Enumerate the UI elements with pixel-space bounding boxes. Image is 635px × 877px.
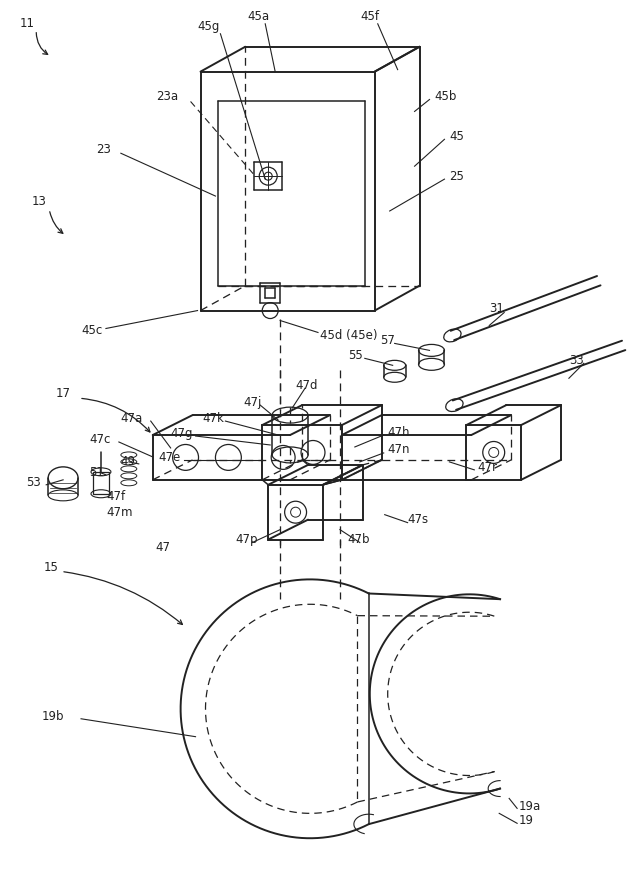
Text: 47r: 47r [478, 461, 497, 474]
Text: 23a: 23a [156, 90, 178, 103]
Text: 45a: 45a [247, 11, 269, 24]
Text: 19: 19 [519, 814, 534, 827]
Text: 19b: 19b [41, 710, 64, 724]
Text: 23: 23 [96, 143, 111, 156]
Text: 47m: 47m [106, 506, 133, 519]
Text: 13: 13 [31, 195, 46, 208]
Text: 47p: 47p [236, 533, 258, 546]
Text: 11: 11 [19, 18, 34, 31]
Text: 31: 31 [489, 302, 504, 315]
Text: 47d: 47d [295, 379, 318, 392]
Text: 47k: 47k [203, 411, 224, 424]
Text: 47s: 47s [408, 513, 429, 526]
Text: 55: 55 [348, 349, 363, 362]
Text: 45: 45 [450, 130, 464, 143]
Text: 47b: 47b [348, 533, 370, 546]
Text: 15: 15 [43, 561, 58, 574]
Text: 45f: 45f [360, 11, 379, 24]
Text: 45g: 45g [197, 20, 220, 33]
Text: 45b: 45b [434, 90, 457, 103]
Text: 47e: 47e [159, 452, 181, 465]
Text: 47: 47 [156, 541, 171, 554]
Text: 45d (45e): 45d (45e) [320, 329, 377, 342]
Text: 25: 25 [450, 169, 464, 182]
Text: 47f: 47f [106, 490, 125, 503]
Text: 49: 49 [121, 455, 136, 468]
Text: 47h: 47h [388, 425, 410, 438]
Text: 47j: 47j [243, 396, 262, 409]
Text: 45c: 45c [81, 324, 102, 337]
Text: 57: 57 [380, 334, 394, 347]
Text: 53: 53 [26, 476, 41, 489]
Text: 33: 33 [569, 353, 584, 367]
Text: 47n: 47n [388, 444, 410, 456]
Text: 19a: 19a [519, 800, 542, 813]
Text: 17: 17 [56, 387, 71, 400]
Text: 47c: 47c [89, 433, 110, 446]
Text: 51: 51 [89, 467, 104, 480]
Text: 47a: 47a [121, 411, 143, 424]
Bar [93, 472, 109, 494]
Text: 47g: 47g [171, 426, 193, 439]
